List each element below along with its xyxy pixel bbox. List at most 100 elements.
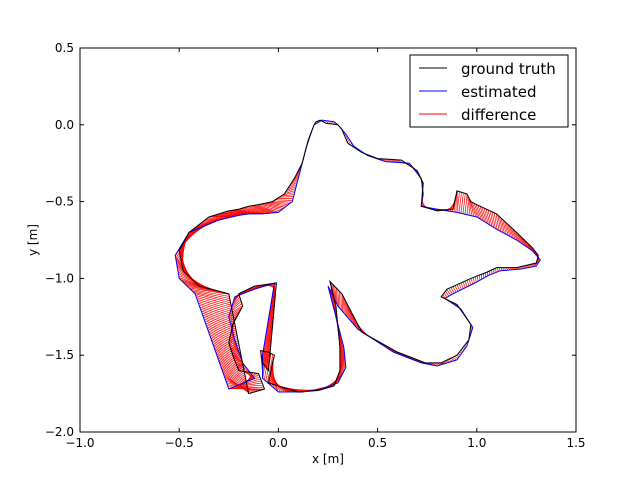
- difference-segment: [228, 210, 252, 215]
- difference-segment: [216, 353, 245, 371]
- difference-segment: [351, 312, 356, 326]
- difference-segment: [266, 329, 272, 347]
- difference-segment: [510, 226, 516, 240]
- difference-segment: [477, 205, 484, 222]
- difference-segment: [214, 347, 243, 365]
- difference-segment: [264, 343, 270, 362]
- ground-truth-line: [178, 119, 539, 395]
- difference-segment: [232, 209, 257, 215]
- difference-segment: [465, 193, 469, 215]
- difference-segment: [466, 280, 470, 286]
- difference-segment: [515, 231, 521, 243]
- difference-segment: [267, 325, 272, 342]
- difference-segment: [450, 287, 455, 294]
- difference-segment: [332, 284, 337, 302]
- difference-segment: [271, 201, 290, 204]
- difference-segment: [268, 315, 273, 331]
- difference-segment: [209, 333, 240, 349]
- difference-segment: [505, 222, 511, 237]
- difference-segment: [263, 349, 270, 369]
- difference-segment: [456, 284, 461, 291]
- difference-segment: [492, 268, 494, 274]
- difference-segment: [262, 203, 284, 209]
- difference-segment: [285, 188, 296, 193]
- difference-segment: [494, 268, 496, 274]
- x-tick-label: 0.5: [368, 436, 387, 450]
- difference-segment: [205, 217, 230, 220]
- y-axis-label: y [m]: [26, 224, 40, 256]
- difference-segment: [271, 300, 274, 316]
- difference-segment: [231, 296, 241, 307]
- difference-segment: [273, 200, 292, 203]
- difference-segment: [229, 313, 239, 323]
- difference-segment: [268, 317, 273, 333]
- difference-segment: [206, 326, 239, 341]
- difference-segment: [271, 296, 275, 311]
- difference-segment: [229, 305, 243, 315]
- difference-segment: [507, 223, 513, 238]
- difference-segment: [448, 358, 453, 362]
- difference-segment: [238, 208, 263, 215]
- difference-segment: [219, 213, 244, 216]
- difference-segment: [474, 276, 477, 283]
- y-tick-label: 0.0: [55, 118, 74, 132]
- difference-segment: [266, 331, 271, 349]
- difference-segment: [483, 207, 489, 225]
- x-tick-label: 1.5: [566, 436, 585, 450]
- difference-segment: [216, 355, 245, 373]
- difference-segment: [269, 201, 289, 206]
- difference-segment: [220, 365, 247, 384]
- difference-segment: [284, 190, 296, 194]
- difference-segment: [286, 186, 297, 191]
- difference-segment: [343, 298, 346, 315]
- difference-segment: [222, 372, 249, 393]
- difference-segment: [473, 203, 480, 219]
- difference-segment: [232, 354, 243, 362]
- difference-segment: [207, 330, 239, 345]
- difference-segment: [267, 354, 274, 383]
- difference-segment: [490, 269, 492, 275]
- difference-segment: [232, 294, 240, 305]
- trajectory-series: [174, 119, 541, 395]
- difference-segment: [225, 211, 250, 215]
- estimated-line: [174, 119, 541, 393]
- difference-segment: [331, 283, 336, 300]
- difference-segment: [267, 321, 272, 338]
- difference-segment: [214, 349, 244, 367]
- difference-segment: [476, 275, 479, 282]
- difference-segment: [221, 212, 246, 215]
- difference-segment: [212, 341, 242, 358]
- difference-segment: [489, 210, 495, 228]
- difference-segment: [207, 216, 232, 219]
- difference-segment: [339, 291, 341, 309]
- difference-segment: [499, 216, 503, 233]
- difference-segment: [487, 209, 493, 227]
- difference-segment: [196, 297, 232, 308]
- difference-segment: [205, 324, 238, 339]
- difference-segment: [508, 225, 514, 239]
- difference-segment: [470, 278, 474, 285]
- difference-segment: [263, 347, 270, 367]
- difference-segment: [485, 208, 491, 226]
- difference-segment: [222, 370, 249, 391]
- difference-segment: [215, 351, 244, 369]
- difference-segment: [475, 204, 482, 220]
- difference-segment: [512, 228, 518, 241]
- difference-segment: [467, 194, 471, 216]
- difference-segment: [245, 206, 269, 214]
- difference-segment: [217, 357, 246, 376]
- legend-label-difference: difference: [461, 106, 536, 124]
- difference-segment: [195, 295, 232, 306]
- legend-label-estimated: estimated: [461, 83, 537, 101]
- difference-segment: [518, 234, 525, 246]
- difference-segment: [442, 294, 446, 299]
- difference-segment: [472, 277, 475, 284]
- y-tick-label: −0.5: [45, 195, 74, 209]
- difference-segment: [457, 190, 461, 214]
- difference-segment: [229, 311, 241, 321]
- difference-segment: [454, 285, 459, 292]
- difference-segment: [253, 205, 277, 213]
- difference-segment: [217, 213, 242, 216]
- difference-segment: [223, 374, 250, 394]
